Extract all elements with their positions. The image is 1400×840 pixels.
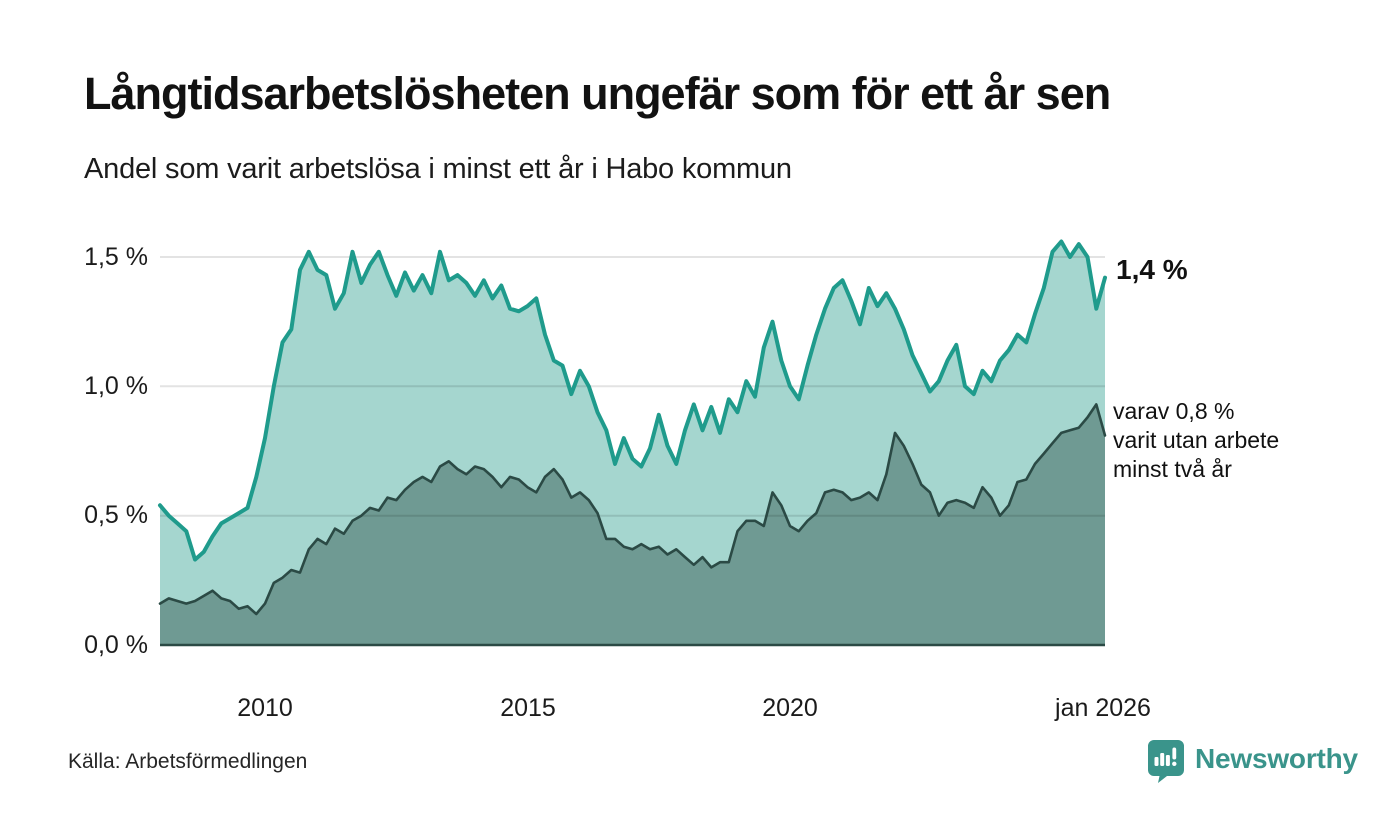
x-tick-label: 2015 [500, 694, 556, 722]
chart-subtitle: Andel som varit arbetslösa i minst ett å… [84, 153, 792, 185]
gridlines [160, 256, 1105, 517]
y-tick-label: 1,5 % [84, 243, 148, 271]
y-tick-label: 1,0 % [84, 372, 148, 400]
two-year-annotation-line: varit utan arbete [1113, 427, 1280, 453]
x-tick-label: jan 2026 [1055, 694, 1151, 722]
latest-value-label: 1,4 % [1116, 254, 1188, 285]
newsworthy-logo-icon [1148, 740, 1184, 783]
source-caption: Källa: Arbetsförmedlingen [68, 750, 308, 773]
two-year-annotation: varav 0,8 % varit utan arbete minst två … [1113, 397, 1279, 484]
two-year-annotation-line: varav 0,8 % [1113, 398, 1235, 424]
y-tick-label: 0,5 % [84, 501, 148, 529]
newsworthy-logo: Newsworthy [1147, 739, 1358, 783]
x-tick-label: 2020 [762, 694, 818, 722]
chart-title: Långtidsarbetslösheten ungefär som för e… [84, 68, 1111, 119]
two-year-annotation-line: minst två år [1113, 456, 1232, 482]
line-one-year [158, 239, 1107, 562]
x-tick-label: 2010 [237, 694, 293, 722]
line-two-year [158, 403, 1107, 616]
newsworthy-logo-text: Newsworthy [1195, 743, 1358, 774]
y-tick-label: 0,0 % [84, 631, 148, 659]
area-two-year [160, 404, 1105, 645]
